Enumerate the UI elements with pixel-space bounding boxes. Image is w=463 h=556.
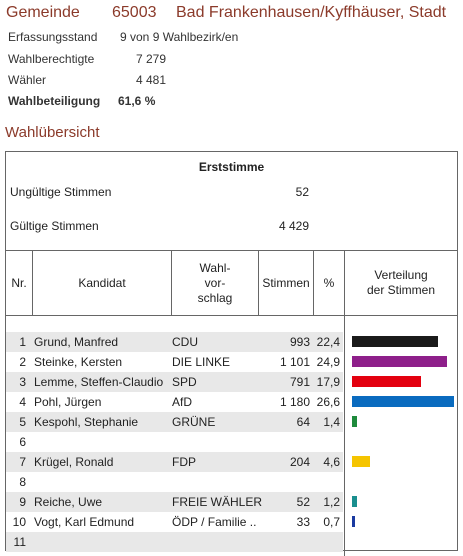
info-value: 4 481: [135, 73, 166, 87]
info-value: 7 279: [135, 52, 166, 66]
row-kandidat: Vogt, Karl Edmund: [34, 515, 135, 529]
municipality-header: Gemeinde 65003 Bad Frankenhausen/Kyffhäu…: [6, 4, 446, 22]
row-stimmen: 993: [289, 335, 310, 349]
info-value: 61,6 %: [118, 94, 156, 108]
row-stimmen: 791: [289, 375, 310, 389]
row-prozent: 24,9: [316, 355, 340, 369]
gueltig-value: 4 429: [278, 219, 309, 233]
row-nr: 11: [13, 535, 26, 549]
info-label: Wahlberechtigte: [8, 52, 95, 66]
row-nr: 4: [19, 395, 26, 409]
info-label: Erfassungsstand: [8, 30, 98, 44]
table-row: 9 Reiche, Uwe FREIE WÄHLER 52 1,2: [6, 492, 343, 512]
vote-share-bar: [352, 416, 357, 427]
row-nr: 2: [19, 355, 26, 369]
table-row: 5 Kespohl, Stephanie GRÜNE 64 1,4: [6, 412, 343, 432]
col-verteilung: Verteilung der Stimmen: [344, 251, 457, 315]
results-table: Erststimme Ungültige Stimmen 52 Gültige …: [5, 151, 458, 556]
vote-share-bar: [352, 516, 355, 527]
row-nr: 10: [12, 515, 26, 529]
ungueltig-value: 52: [295, 185, 309, 199]
row-kandidat: Kespohl, Stephanie: [34, 415, 139, 429]
table-row: 10 Vogt, Karl Edmund ÖDP / Familie .. 33 0,7: [6, 512, 343, 532]
row-nr: 8: [19, 475, 26, 489]
col-kandidat: Kandidat: [32, 251, 171, 315]
table-row: 8: [6, 472, 343, 492]
row-stimmen: 64: [296, 415, 310, 429]
col-wahlvorschlag: Wahl-vor-schlag: [171, 251, 258, 315]
table-row: 4 Pohl, Jürgen AfD 1 180 26,6: [6, 392, 343, 412]
info-value: 9 von 9 Wahlbezirk/en: [120, 30, 239, 44]
municipality-code: 65003: [112, 4, 157, 21]
row-kandidat: Pohl, Jürgen: [34, 395, 102, 409]
table-row: 6: [6, 432, 343, 452]
row-nr: 7: [19, 455, 26, 469]
row-prozent: 1,4: [323, 415, 340, 429]
table-row: 11: [6, 532, 343, 552]
row-partei: FDP: [172, 455, 196, 469]
row-nr: 3: [19, 375, 26, 389]
vote-share-bar: [352, 496, 357, 507]
row-prozent: 1,2: [323, 495, 340, 509]
table-row: 7 Krügel, Ronald FDP 204 4,6: [6, 452, 343, 472]
col-prozent: %: [313, 251, 344, 315]
vote-share-bar: [352, 356, 447, 367]
col-nr: Nr.: [11, 275, 27, 290]
table-row: 2 Steinke, Kersten DIE LINKE 1 101 24,9: [6, 352, 343, 372]
row-stimmen: 52: [296, 495, 310, 509]
header-label: Gemeinde: [6, 4, 80, 21]
column-header-row: Nr. Kandidat Wahl-vor-schlag Stimmen % V…: [6, 250, 457, 316]
row-partei: ÖDP / Familie ..: [172, 515, 257, 529]
row-prozent: 0,7: [323, 515, 340, 529]
info-label: Wahlbeteiligung: [8, 94, 101, 108]
section-title: Wahlübersicht: [5, 124, 100, 141]
row-nr: 1: [19, 335, 26, 349]
ungueltig-label: Ungültige Stimmen: [10, 185, 112, 199]
gueltig-label: Gültige Stimmen: [10, 219, 99, 233]
col-stimmen: Stimmen: [258, 251, 313, 315]
row-kandidat: Steinke, Kersten: [34, 355, 123, 369]
table-row: 1 Grund, Manfred CDU 993 22,4: [6, 332, 343, 352]
erststimme-title: Erststimme: [198, 160, 265, 174]
vote-share-bar: [352, 376, 421, 387]
row-partei: CDU: [172, 335, 198, 349]
row-kandidat: Lemme, Steffen-Claudio: [34, 375, 164, 389]
row-kandidat: Grund, Manfred: [34, 335, 119, 349]
row-prozent: 22,4: [316, 335, 340, 349]
vote-share-bar: [352, 456, 370, 467]
row-partei: GRÜNE: [172, 415, 216, 429]
row-nr: 5: [19, 415, 26, 429]
row-prozent: 26,6: [316, 395, 340, 409]
vote-share-bar: [352, 396, 454, 407]
table-row: 3 Lemme, Steffen-Claudio SPD 791 17,9: [6, 372, 343, 392]
row-nr: 6: [19, 435, 26, 449]
row-nr: 9: [19, 495, 26, 509]
row-stimmen: 1 101: [279, 355, 310, 369]
row-partei: AfD: [172, 395, 193, 409]
row-kandidat: Reiche, Uwe: [34, 495, 103, 509]
row-kandidat: Krügel, Ronald: [34, 455, 114, 469]
row-stimmen: 33: [296, 515, 310, 529]
bar-area-divider: [344, 316, 345, 556]
municipality-name: Bad Frankenhausen/Kyffhäuser, Stadt: [176, 4, 447, 21]
row-stimmen: 204: [289, 455, 310, 469]
vote-share-bar: [352, 336, 438, 347]
row-partei: FREIE WÄHLER: [172, 495, 263, 509]
row-prozent: 17,9: [316, 375, 340, 389]
row-partei: SPD: [172, 375, 197, 389]
row-prozent: 4,6: [323, 455, 340, 469]
info-label: Wähler: [8, 73, 47, 87]
row-partei: DIE LINKE: [172, 355, 231, 369]
row-stimmen: 1 180: [279, 395, 310, 409]
